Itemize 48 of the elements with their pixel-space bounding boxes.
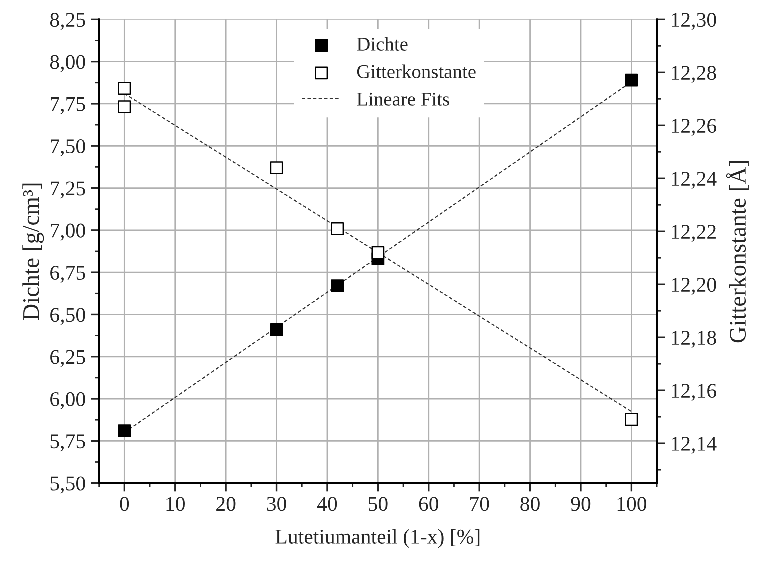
- y2-tick-label: 12,16: [672, 384, 716, 402]
- y-tick-label: 7,50: [51, 139, 86, 157]
- point: [625, 74, 638, 87]
- x-tick-label: 60: [419, 497, 439, 512]
- x-tick-label: 40: [317, 497, 338, 512]
- y2-tick-label: 12,30: [672, 13, 716, 30]
- y2-tick-label: 12,18: [672, 330, 716, 348]
- x-tick-label: 20: [216, 497, 236, 512]
- point: [118, 424, 132, 438]
- y-tick-label: 8,00: [50, 55, 86, 72]
- y2-tick-label: 12,14: [672, 437, 717, 454]
- x-tick-label: 30: [267, 497, 286, 512]
- y2-tick-label: 12,22: [672, 225, 716, 242]
- x-axis-title: Lutetiumanteil (1-x) [%]: [276, 529, 480, 548]
- legend-label: Dichte: [357, 37, 408, 51]
- point: [372, 246, 385, 260]
- x-tick-label: 0: [120, 497, 130, 512]
- y-tick-label: 7,75: [51, 98, 86, 114]
- y2-tick-label: 12,26: [672, 119, 716, 136]
- y2-tick-label: 12,28: [672, 66, 716, 84]
- y-tick-label: 5,50: [50, 476, 86, 494]
- y2-tick-label: 12,24: [672, 172, 717, 190]
- legend-label: Lineare Fits: [357, 92, 450, 106]
- point: [118, 100, 132, 114]
- legend-label: Gitterkonstante: [357, 64, 476, 78]
- x-tick-label: 50: [368, 497, 388, 512]
- y-tick-label: 8,25: [50, 13, 86, 30]
- point: [270, 162, 284, 174]
- x-tick-label: 70: [470, 497, 490, 512]
- y-axis-title: Dichte [g/cm³]: [22, 184, 44, 320]
- point: [625, 413, 638, 426]
- y-tick-label: 6,50: [50, 308, 86, 326]
- point: [331, 280, 344, 292]
- point: [118, 82, 132, 95]
- point: [331, 222, 344, 236]
- y-tick-label: 5,75: [50, 434, 86, 452]
- y2-tick-label: 12,20: [672, 278, 716, 296]
- x-tick-label: 80: [520, 497, 540, 512]
- point: [270, 323, 284, 336]
- y-tick-label: 6,75: [50, 266, 86, 283]
- y-tick-label: 6,25: [50, 350, 86, 368]
- y-tick-label: 6,00: [50, 392, 86, 410]
- y2-axis-title: Gitterkonstante [Å]: [726, 161, 749, 343]
- x-tick-label: 10: [166, 497, 185, 512]
- x-tick-label: 100: [618, 497, 647, 512]
- x-tick-label: 90: [571, 497, 591, 512]
- y-tick-label: 7,00: [51, 224, 86, 241]
- y-tick-label: 7,25: [51, 182, 86, 199]
